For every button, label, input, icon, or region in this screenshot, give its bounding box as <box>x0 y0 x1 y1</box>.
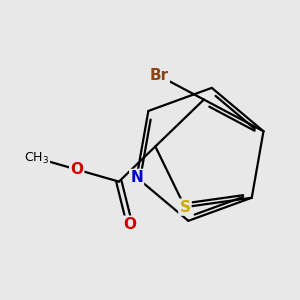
Text: Br: Br <box>150 68 169 83</box>
Text: N: N <box>130 170 143 185</box>
Text: O: O <box>70 162 83 177</box>
Text: CH$_3$: CH$_3$ <box>24 150 49 166</box>
Text: S: S <box>179 200 191 214</box>
Text: O: O <box>123 217 136 232</box>
